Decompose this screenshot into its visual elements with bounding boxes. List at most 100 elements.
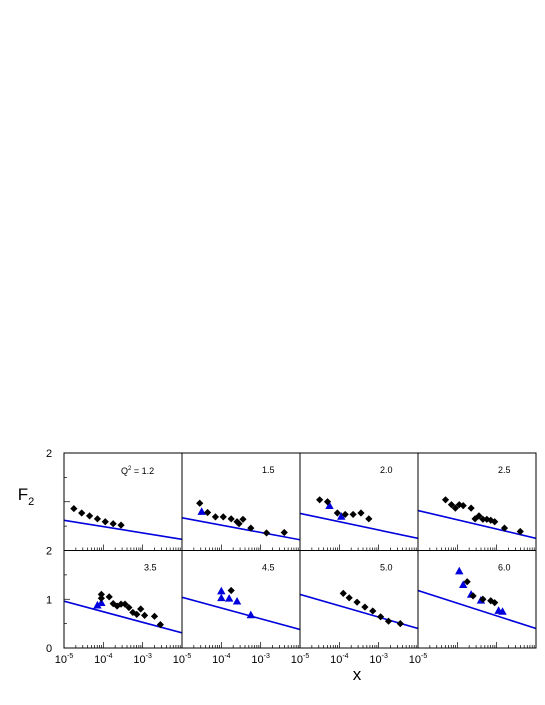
diamond-point <box>384 617 393 625</box>
panels-layer: Q2 = 1.2 1.5 2.0 2.5 3.5 4.5 5.0 6.0 <box>63 452 537 649</box>
diamond-point <box>369 607 377 615</box>
diamond-point <box>121 600 129 608</box>
q2-symbol: Q <box>121 466 128 476</box>
diamond-point <box>235 520 243 528</box>
panel-frame <box>417 550 537 649</box>
diamond-point <box>78 509 86 517</box>
diamond-point <box>361 603 369 611</box>
diamond-point <box>211 513 220 521</box>
triangle-point <box>97 598 106 607</box>
model-curve <box>418 509 536 540</box>
y-tick-label: 2 <box>46 448 52 460</box>
diamond-point <box>339 589 347 597</box>
diamond-point <box>483 515 491 523</box>
x-tick-label: 10-3 <box>133 653 152 666</box>
diamond-point <box>323 498 332 506</box>
panel-6: 4.5 <box>181 550 301 649</box>
diamond-point <box>333 509 341 517</box>
panel-label: 4.5 <box>262 563 275 573</box>
x-tick-label: 10-3 <box>251 653 270 666</box>
diamond-point <box>516 527 524 536</box>
diamond-point <box>341 510 349 519</box>
diamond-point <box>219 513 227 521</box>
diamond-point <box>105 593 113 601</box>
panel-frame <box>417 452 537 551</box>
diamond-point <box>247 524 255 532</box>
model-curve <box>182 596 300 631</box>
diamond-point <box>441 496 450 504</box>
x-tick-label: 10-5 <box>55 653 74 666</box>
diamond-point <box>463 578 471 586</box>
diamond-point <box>353 598 361 606</box>
y-tick-label: 0 <box>46 643 52 655</box>
diamond-point <box>233 518 241 526</box>
diamond-point <box>227 586 235 595</box>
diamond-point <box>117 521 125 529</box>
q2-superscript: 2 <box>128 466 132 472</box>
diamond-point <box>156 621 164 629</box>
diamond-point <box>467 504 475 512</box>
panel-4: 2.5 <box>417 452 537 551</box>
diamond-point <box>125 603 133 612</box>
model-curve <box>418 589 536 630</box>
diamond-point <box>451 504 459 512</box>
x-tick-label: 10-3 <box>369 653 388 666</box>
diamond-point <box>447 501 456 509</box>
panel-2: 1.5 <box>181 452 301 551</box>
triangle-point <box>232 597 242 605</box>
diamond-point <box>357 509 365 517</box>
panel-frame <box>63 550 183 649</box>
panel-label: Q2 = 1.2 <box>121 466 154 476</box>
diamond-point <box>377 613 385 621</box>
diamond-point <box>109 520 117 528</box>
panel-5: 3.5 <box>63 550 183 649</box>
y-tick-label: 2 <box>46 546 52 558</box>
diamond-point <box>85 512 94 520</box>
diamond-point <box>487 597 495 605</box>
model-curve <box>300 512 418 540</box>
diamond-point <box>137 605 145 613</box>
x-axis-title: x <box>353 665 362 684</box>
triangle-point <box>197 507 206 515</box>
diamond-point <box>70 504 78 513</box>
diamond-point <box>97 590 105 598</box>
panel-label: 1.5 <box>262 465 275 475</box>
x-tick-label: 10-5 <box>409 653 428 666</box>
triangle-point <box>224 594 234 602</box>
diamond-point <box>475 512 483 520</box>
diamond-point <box>97 594 105 602</box>
triangle-point <box>246 610 256 619</box>
triangle-point <box>217 593 226 602</box>
diamond-point <box>469 592 477 600</box>
diamond-point <box>459 502 467 510</box>
diamond-point <box>141 611 149 619</box>
panel-label: 5.0 <box>380 563 393 573</box>
diamond-point <box>345 594 353 602</box>
x-tick-label: 10-5 <box>291 653 310 666</box>
diamond-point <box>150 612 159 620</box>
diamond-point <box>133 610 141 618</box>
y-tick-label: 1 <box>46 594 52 606</box>
diamond-point <box>196 499 204 507</box>
x-tick-label: 10-4 <box>330 653 349 666</box>
diamond-point <box>487 516 495 524</box>
diamond-point <box>227 515 235 523</box>
diamond-point <box>471 515 479 523</box>
diamond-point <box>491 599 499 607</box>
triangle-point <box>337 512 346 520</box>
panel-8: 6.0 <box>417 550 537 649</box>
model-curve <box>182 517 300 541</box>
panel-label: 2.0 <box>380 465 393 475</box>
panel-label: 3.5 <box>144 563 157 573</box>
triangle-point <box>325 501 334 510</box>
diamond-point <box>500 524 509 532</box>
diamond-point <box>479 515 487 523</box>
diamond-point <box>101 518 109 526</box>
diamond-point <box>93 515 102 523</box>
diamond-point <box>396 620 404 628</box>
y-axis-title-subscript: 2 <box>28 496 34 508</box>
panel-frame <box>181 550 301 649</box>
triangle-point <box>217 586 226 595</box>
diamond-point <box>239 515 247 523</box>
